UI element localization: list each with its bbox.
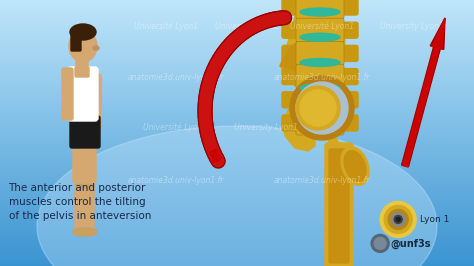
Ellipse shape (69, 30, 97, 62)
Text: @unf3s: @unf3s (390, 238, 431, 248)
Circle shape (380, 201, 416, 238)
Ellipse shape (37, 126, 437, 266)
Text: Université Lyon1: Université Lyon1 (143, 123, 208, 132)
FancyBboxPatch shape (282, 45, 300, 61)
FancyBboxPatch shape (340, 69, 358, 85)
FancyBboxPatch shape (282, 115, 300, 131)
Text: Université Lyon1: Université Lyon1 (290, 22, 355, 31)
FancyBboxPatch shape (282, 92, 300, 108)
Text: University Lyon1: University Lyon1 (381, 22, 444, 31)
Text: anatomie3d.univ-lyon1.fr: anatomie3d.univ-lyon1.fr (274, 176, 371, 185)
Text: Lyon 1: Lyon 1 (420, 215, 449, 224)
Text: anatomie3d.univ-lyon1.fr: anatomie3d.univ-lyon1.fr (127, 73, 224, 82)
FancyBboxPatch shape (90, 74, 101, 130)
Ellipse shape (79, 228, 97, 236)
Ellipse shape (300, 59, 340, 66)
FancyBboxPatch shape (282, 69, 300, 85)
Text: anatomie3d.univ-lyon1.fr: anatomie3d.univ-lyon1.fr (127, 176, 224, 185)
Circle shape (396, 217, 400, 222)
Ellipse shape (300, 109, 340, 117)
Circle shape (391, 213, 405, 226)
Polygon shape (322, 121, 360, 178)
Ellipse shape (300, 8, 340, 16)
Circle shape (296, 86, 340, 130)
Text: The anterior and posterior
muscles control the tilting
of the pelvis in antevers: The anterior and posterior muscles contr… (9, 183, 151, 221)
Circle shape (290, 76, 354, 140)
FancyBboxPatch shape (340, 0, 358, 15)
Circle shape (394, 215, 402, 223)
Text: Université Lyon1: Université Lyon1 (134, 22, 198, 31)
Ellipse shape (93, 46, 99, 50)
FancyBboxPatch shape (340, 45, 358, 61)
FancyBboxPatch shape (73, 139, 87, 183)
FancyBboxPatch shape (76, 57, 88, 71)
FancyBboxPatch shape (62, 68, 73, 120)
FancyBboxPatch shape (68, 67, 98, 121)
Polygon shape (288, 94, 330, 138)
Ellipse shape (76, 179, 86, 189)
FancyBboxPatch shape (296, 65, 344, 89)
Text: University Lyon1: University Lyon1 (215, 22, 278, 31)
FancyBboxPatch shape (296, 41, 344, 65)
Circle shape (388, 209, 408, 230)
Ellipse shape (300, 33, 340, 41)
Ellipse shape (300, 84, 340, 92)
FancyBboxPatch shape (340, 22, 358, 38)
Polygon shape (402, 18, 445, 167)
FancyBboxPatch shape (340, 92, 358, 108)
Ellipse shape (341, 147, 369, 185)
Circle shape (384, 205, 412, 234)
Polygon shape (210, 149, 223, 162)
Polygon shape (280, 38, 342, 73)
Circle shape (300, 90, 336, 126)
Polygon shape (280, 8, 345, 98)
FancyBboxPatch shape (75, 67, 89, 77)
FancyBboxPatch shape (296, 111, 344, 135)
FancyBboxPatch shape (282, 0, 300, 15)
Ellipse shape (84, 179, 94, 189)
FancyBboxPatch shape (71, 35, 81, 51)
Ellipse shape (344, 151, 366, 181)
Circle shape (371, 234, 389, 252)
Circle shape (374, 237, 386, 250)
Polygon shape (308, 28, 335, 76)
FancyBboxPatch shape (82, 139, 96, 183)
Circle shape (296, 82, 348, 134)
FancyBboxPatch shape (296, 18, 344, 42)
Text: anatomie3d.univ-lyon1.fr: anatomie3d.univ-lyon1.fr (274, 73, 371, 82)
FancyBboxPatch shape (329, 149, 349, 263)
FancyBboxPatch shape (296, 88, 344, 112)
Polygon shape (283, 111, 315, 151)
FancyBboxPatch shape (83, 184, 94, 230)
FancyBboxPatch shape (296, 0, 344, 19)
Polygon shape (401, 18, 445, 167)
FancyBboxPatch shape (70, 116, 100, 148)
Text: University Lyon1: University Lyon1 (234, 123, 297, 132)
FancyBboxPatch shape (75, 184, 86, 230)
FancyBboxPatch shape (325, 143, 353, 266)
FancyBboxPatch shape (340, 115, 358, 131)
FancyBboxPatch shape (282, 22, 300, 38)
Ellipse shape (70, 24, 96, 40)
Ellipse shape (73, 228, 91, 236)
